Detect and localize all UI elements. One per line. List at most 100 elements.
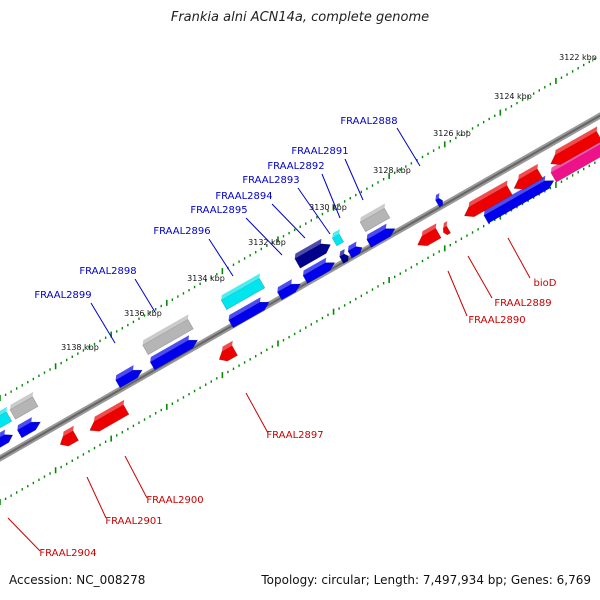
gene-left-forward-2-top (0, 429, 6, 442)
gene-label-fraal2891: FRAAL2891 (291, 146, 348, 157)
scale-label-3122: 3122 kbp (559, 53, 597, 62)
gene-fraal2896 (220, 273, 266, 311)
callout-biod (507, 237, 531, 279)
scale-label-3126: 3126 kbp (433, 129, 471, 138)
gene-fraal2894 (302, 257, 336, 284)
gene-features (0, 126, 600, 450)
gene-fraal2900-top (93, 399, 125, 422)
gene-label-fraal2900: FRAAL2900 (146, 495, 203, 506)
gene-label-fraal2894: FRAAL2894 (215, 191, 272, 202)
gene-label-fraal2898: FRAAL2898 (79, 266, 136, 277)
scale-label-3128: 3128 kbp (373, 166, 411, 175)
gene-label-fraal2892: FRAAL2892 (267, 161, 324, 172)
inner-scale-ticks (0, 57, 596, 401)
gene-fraal2894-top (303, 257, 327, 276)
gene-left-forward-2-shape (0, 434, 14, 450)
gene-fraal2888 (435, 193, 444, 208)
gene-fraal2887r-top (468, 180, 508, 208)
gene-fraal2896-top (221, 273, 261, 301)
gene-fraal2889 (417, 223, 442, 247)
gene-fraal2887 (483, 175, 555, 224)
gene-label-fraal2889: FRAAL2889 (494, 298, 551, 309)
gene-fraal2897 (218, 340, 238, 362)
gene-fraal2901-top (62, 425, 74, 437)
gene-fraal2887r-shape (463, 184, 513, 218)
gene-fraal2891 (366, 223, 396, 248)
callout-fraal2898 (134, 278, 156, 313)
gene-fraal2896b-top (277, 279, 292, 293)
callout-fraal2891 (344, 158, 364, 201)
gene-fraal2899 (115, 365, 143, 389)
gene-left-forward (16, 417, 41, 439)
callout-fraal2896 (208, 238, 234, 277)
gene-fraal2896-shape (220, 277, 266, 311)
gene-label-fraal2893: FRAAL2893 (242, 175, 299, 186)
gene-left-forward-top (17, 417, 32, 431)
callout-fraal2888 (396, 127, 421, 167)
scale-label-3132: 3132 kbp (248, 238, 286, 247)
callout-fraal2889 (467, 255, 493, 299)
scale-label-3124: 3124 kbp (494, 92, 532, 101)
gene-fraal2899-top (115, 365, 134, 381)
gene-label-fraal2895: FRAAL2895 (190, 205, 247, 216)
gene-fraal2892-top (347, 241, 357, 251)
gene-biod-top (554, 126, 598, 156)
gene-fraal2887r (463, 180, 513, 218)
gene-fraal2897b-shape (228, 301, 270, 329)
gene-fraal2900 (89, 399, 130, 432)
gene-fraal2890 (442, 221, 451, 236)
gene-fraal2889-top (421, 223, 437, 237)
scale-label-3138: 3138 kbp (61, 343, 99, 352)
callout-fraal2897 (245, 392, 269, 434)
callout-fraal2894 (271, 203, 306, 239)
gene-fraal2895-top (294, 238, 322, 259)
gene-fraal2891-shape (366, 228, 396, 248)
gene-fraal2890-shape (442, 225, 451, 236)
genome-backbone (0, 112, 600, 462)
gene-label-fraal2890: FRAAL2890 (468, 315, 525, 326)
accession-text: Accession: NC_008278 (9, 573, 146, 587)
gene-fraal2898 (149, 335, 199, 371)
gene-fraal2891-top (366, 223, 387, 240)
callout-fraal2899 (90, 302, 116, 344)
gene-fraal2891-pseudo-top (360, 203, 386, 223)
gene-left-pseudo (9, 391, 39, 420)
gene-fraal2888-top (435, 193, 440, 201)
gene-fraal2887-top (483, 175, 546, 216)
gene-label-fraal2896: FRAAL2896 (153, 226, 210, 237)
gene-left-forward-2 (0, 429, 14, 450)
gene-fraal2895 (294, 238, 331, 269)
gene-label-fraal2888: FRAAL2888 (340, 116, 397, 127)
scale-label-3130: 3130 kbp (309, 203, 347, 212)
gene-fraal2893-top (339, 248, 345, 257)
gene-label-fraal2897: FRAAL2897 (266, 430, 323, 441)
callout-fraal2890 (447, 270, 468, 317)
gene-reverse-upper-top (518, 163, 538, 180)
callout-fraal2893 (297, 187, 331, 235)
gene-label-fraal2901: FRAAL2901 (105, 516, 162, 527)
gene-callout-lines (7, 127, 531, 552)
gene-fraal2888-shape (435, 197, 444, 208)
gene-fraal2890-top (443, 221, 448, 228)
gene-fraal2898-pseudo-top (142, 314, 189, 346)
scale-label-3136: 3136 kbp (124, 309, 162, 318)
gene-fraal2895-rna (331, 229, 345, 247)
gene-left-rna-top (0, 406, 7, 419)
gene-fraal2892 (347, 241, 363, 259)
gene-reverse-upper (513, 163, 544, 190)
gene-label-biod: bioD (534, 278, 557, 289)
gene-fraal2898-pseudo-shape (142, 318, 194, 356)
gene-fraal2897b (228, 297, 270, 329)
genome-summary-text: Topology: circular; Length: 7,497,934 bp… (261, 573, 591, 587)
gene-fraal2897b-top (228, 297, 261, 320)
gene-fraal2901 (59, 425, 79, 447)
gene-label-fraal2904: FRAAL2904 (39, 548, 96, 559)
scale-label-3134: 3134 kbp (187, 274, 225, 283)
gene-left-rna-shape (0, 411, 13, 429)
gene-fraal2898-pseudo (142, 314, 194, 356)
callout-fraal2904 (7, 517, 41, 552)
map-title: Frankia alni ACN14a, complete genome (170, 10, 430, 25)
gene-fraal2893 (339, 248, 349, 264)
gene-fraal2896b (276, 279, 301, 301)
